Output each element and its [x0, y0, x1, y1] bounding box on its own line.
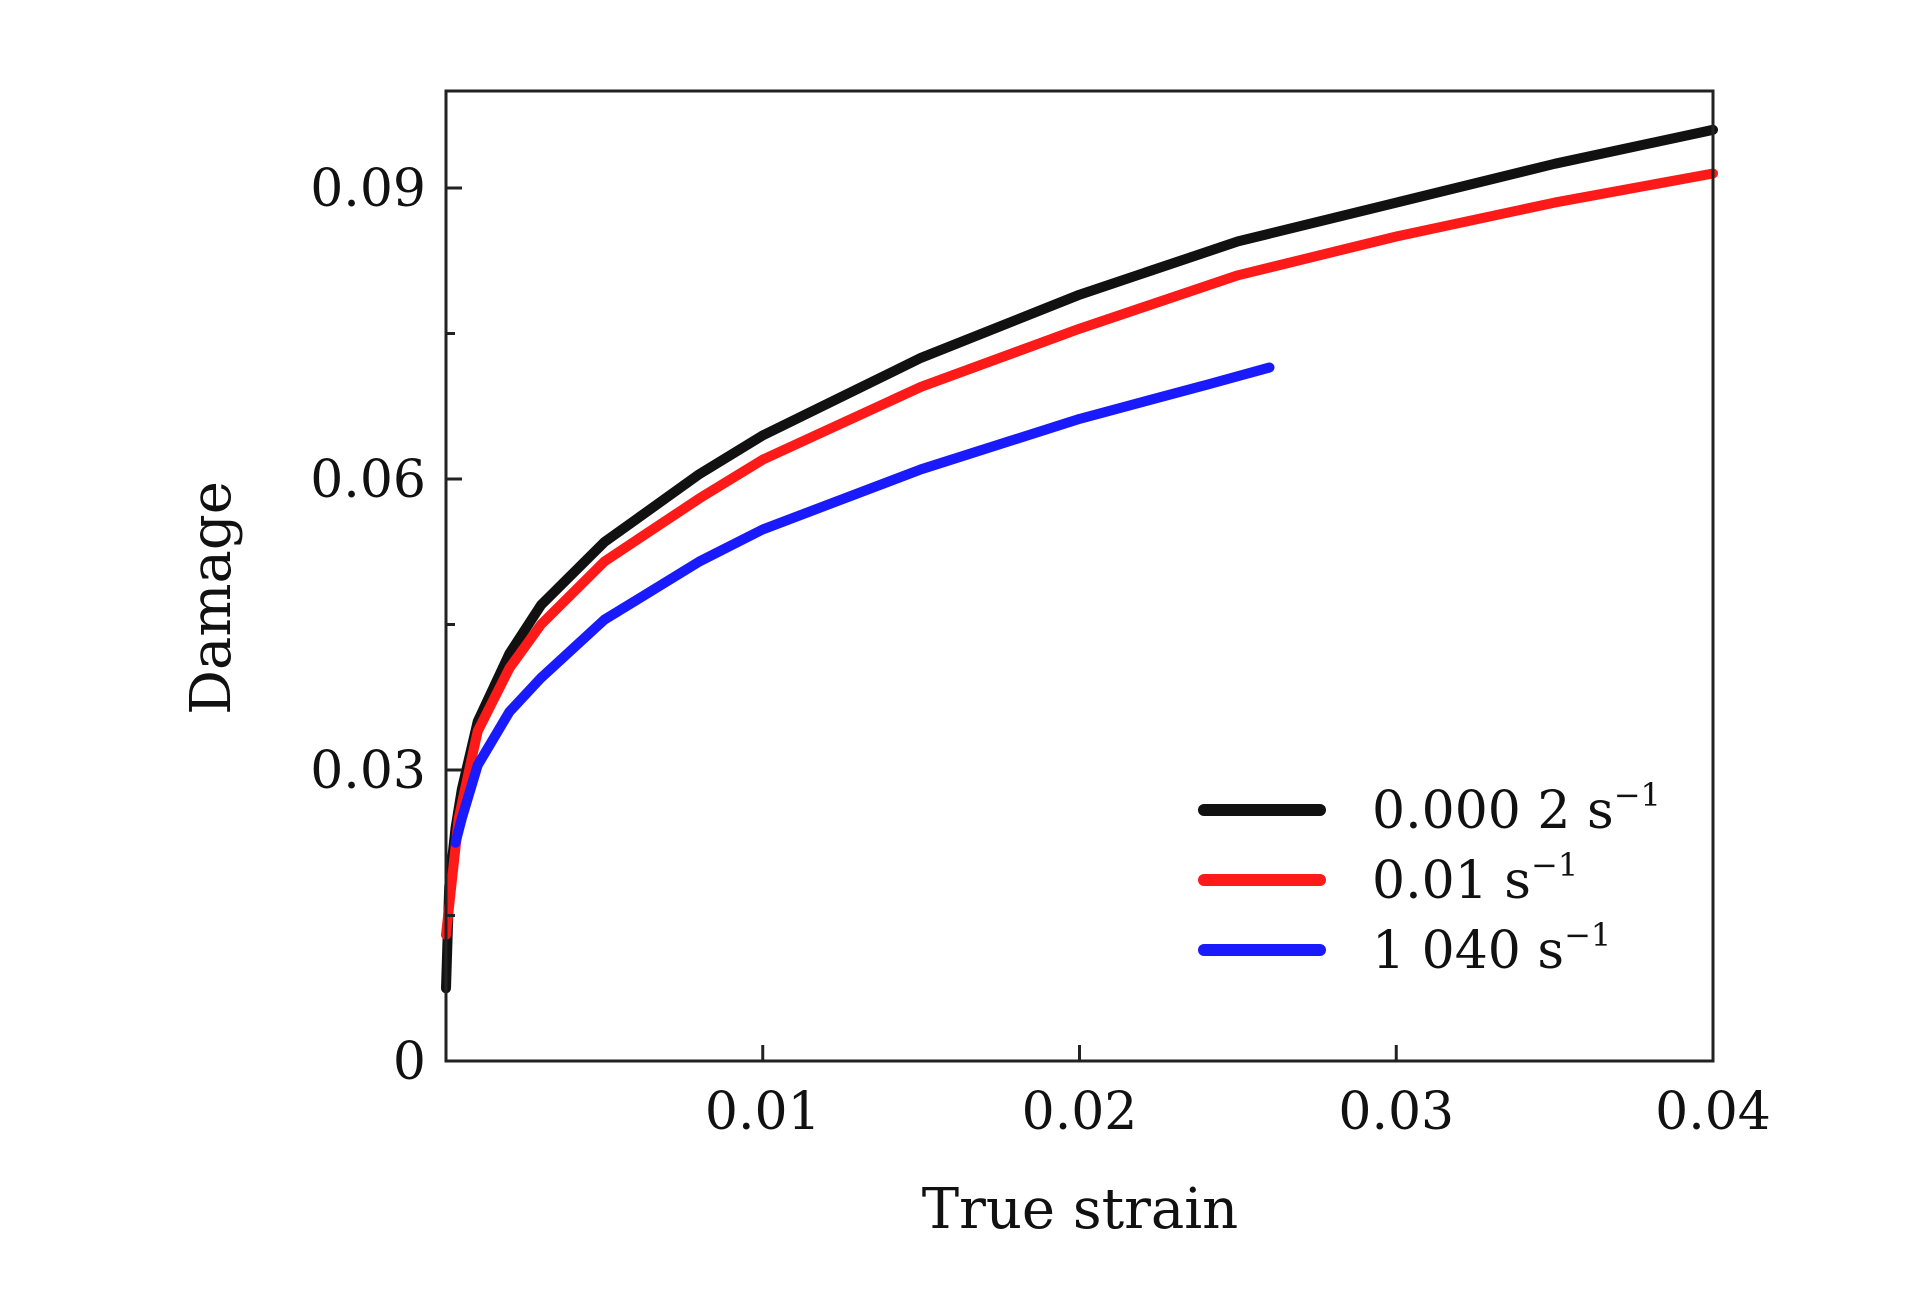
- legend-label-text-0: 0.000 2 s: [1372, 781, 1614, 841]
- series-line-2: [450, 362, 1275, 848]
- x-tick-label-2: 0.03: [1338, 1082, 1454, 1142]
- legend-label-exponent-0: −1: [1614, 776, 1661, 814]
- legend: 0.000 2 s−10.01 s−11 040 s−1: [1198, 776, 1661, 981]
- y-tick-label-2: 0.06: [310, 450, 426, 510]
- legend-label-text-1: 0.01 s: [1372, 851, 1531, 911]
- series-lines: [441, 124, 1718, 994]
- legend-label-exponent-1: −1: [1531, 846, 1578, 884]
- legend-label-text-2: 1 040 s: [1372, 921, 1564, 981]
- x-tick-label-0: 0.01: [705, 1082, 821, 1142]
- y-tick-label-3: 0.09: [310, 159, 426, 219]
- legend-label-exponent-2: −1: [1564, 916, 1611, 954]
- y-axis-title: Damage: [179, 481, 244, 715]
- y-tick-label-1: 0.03: [310, 741, 426, 801]
- plot-frame: [444, 89, 1715, 1063]
- y-tick-label-0: 0: [393, 1032, 426, 1092]
- legend-label-2: 1 040 s−1: [1372, 916, 1611, 981]
- x-tick-label-1: 0.02: [1022, 1082, 1138, 1142]
- axis-ticks: [446, 186, 1715, 1061]
- legend-label-0: 0.000 2 s−1: [1372, 776, 1661, 841]
- legend-label-1: 0.01 s−1: [1372, 846, 1578, 911]
- x-tick-label-3: 0.04: [1655, 1082, 1771, 1142]
- axis-labels: 0.01 0.02 0.03 0.04 0 0.03 0.06 0.09: [310, 159, 1771, 1142]
- x-axis-title: True strain: [922, 1177, 1239, 1242]
- series-line-1: [441, 168, 1718, 940]
